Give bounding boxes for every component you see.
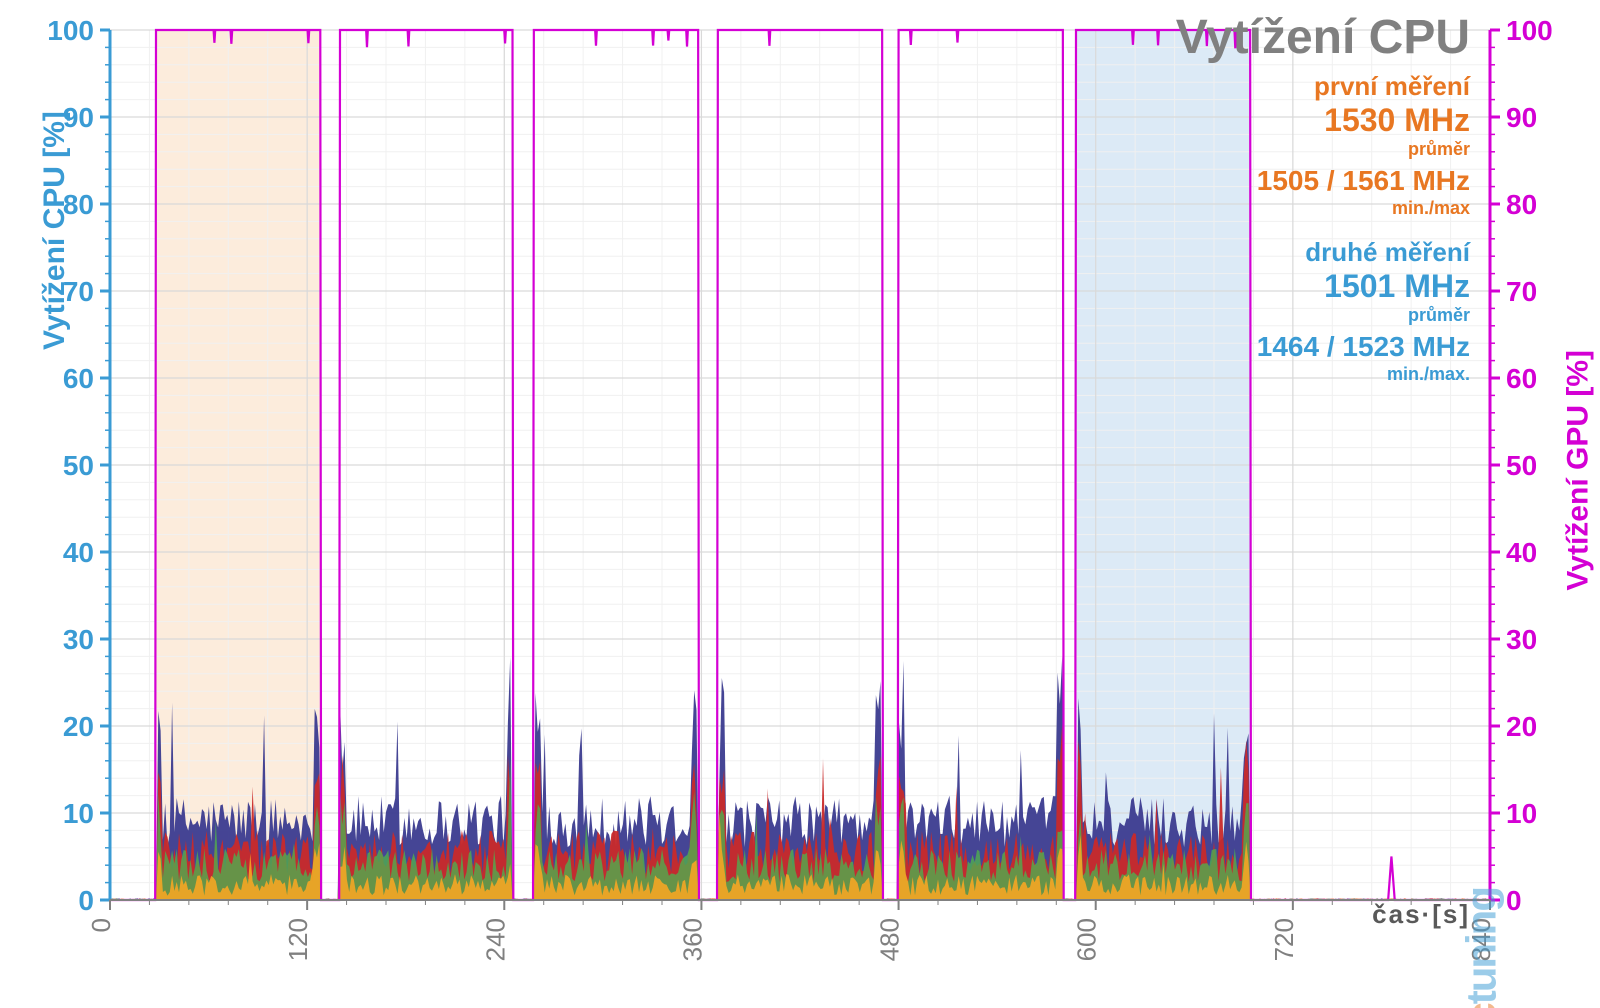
info-first-minmax: 1505 / 1561 MHz — [1257, 165, 1470, 197]
y-axis-left-title: Vytížení CPU [%] — [38, 111, 72, 350]
svg-text:20: 20 — [63, 711, 94, 742]
info-second: druhé měření 1501 MHz průměr 1464 / 1523… — [1257, 238, 1470, 384]
svg-text:240: 240 — [480, 918, 510, 961]
svg-text:720: 720 — [1269, 918, 1299, 961]
chart-title: Vytížení CPU — [1176, 10, 1470, 65]
y-axis-right-title: Vytížení GPU [%] — [1562, 350, 1596, 591]
chart-container: 0102030405060708090100010203040506070809… — [0, 0, 1600, 1008]
svg-text:360: 360 — [677, 918, 707, 961]
svg-text:480: 480 — [875, 918, 905, 961]
svg-text:40: 40 — [1506, 537, 1537, 568]
svg-text:50: 50 — [1506, 450, 1537, 481]
watermark: pctuning — [1457, 888, 1505, 1008]
svg-text:90: 90 — [1506, 102, 1537, 133]
svg-text:10: 10 — [63, 798, 94, 829]
svg-text:80: 80 — [1506, 189, 1537, 220]
svg-text:70: 70 — [1506, 276, 1537, 307]
info-second-minmax-sub: min./max. — [1257, 364, 1470, 385]
svg-text:30: 30 — [1506, 624, 1537, 655]
info-first-avg: 1530 MHz — [1257, 102, 1470, 139]
info-second-avg: 1501 MHz — [1257, 268, 1470, 305]
svg-text:40: 40 — [63, 537, 94, 568]
svg-text:60: 60 — [63, 363, 94, 394]
svg-text:600: 600 — [1072, 918, 1102, 961]
info-second-label: druhé měření — [1257, 238, 1470, 268]
x-axis-label: čas·[s] — [1372, 899, 1470, 930]
svg-text:0: 0 — [78, 885, 94, 916]
svg-text:60: 60 — [1506, 363, 1537, 394]
info-first-minmax-sub: min./max — [1257, 198, 1470, 219]
info-second-avg-sub: průměr — [1257, 305, 1470, 326]
svg-text:100: 100 — [47, 15, 94, 46]
svg-text:30: 30 — [63, 624, 94, 655]
svg-text:0: 0 — [1506, 885, 1522, 916]
svg-text:0: 0 — [86, 918, 116, 932]
svg-text:120: 120 — [283, 918, 313, 961]
info-first: první měření 1530 MHz průměr 1505 / 1561… — [1257, 72, 1470, 218]
info-first-label: první měření — [1257, 72, 1470, 102]
info-second-minmax: 1464 / 1523 MHz — [1257, 331, 1470, 363]
svg-text:100: 100 — [1506, 15, 1553, 46]
svg-text:50: 50 — [63, 450, 94, 481]
svg-text:20: 20 — [1506, 711, 1537, 742]
info-first-avg-sub: průměr — [1257, 139, 1470, 160]
svg-text:10: 10 — [1506, 798, 1537, 829]
